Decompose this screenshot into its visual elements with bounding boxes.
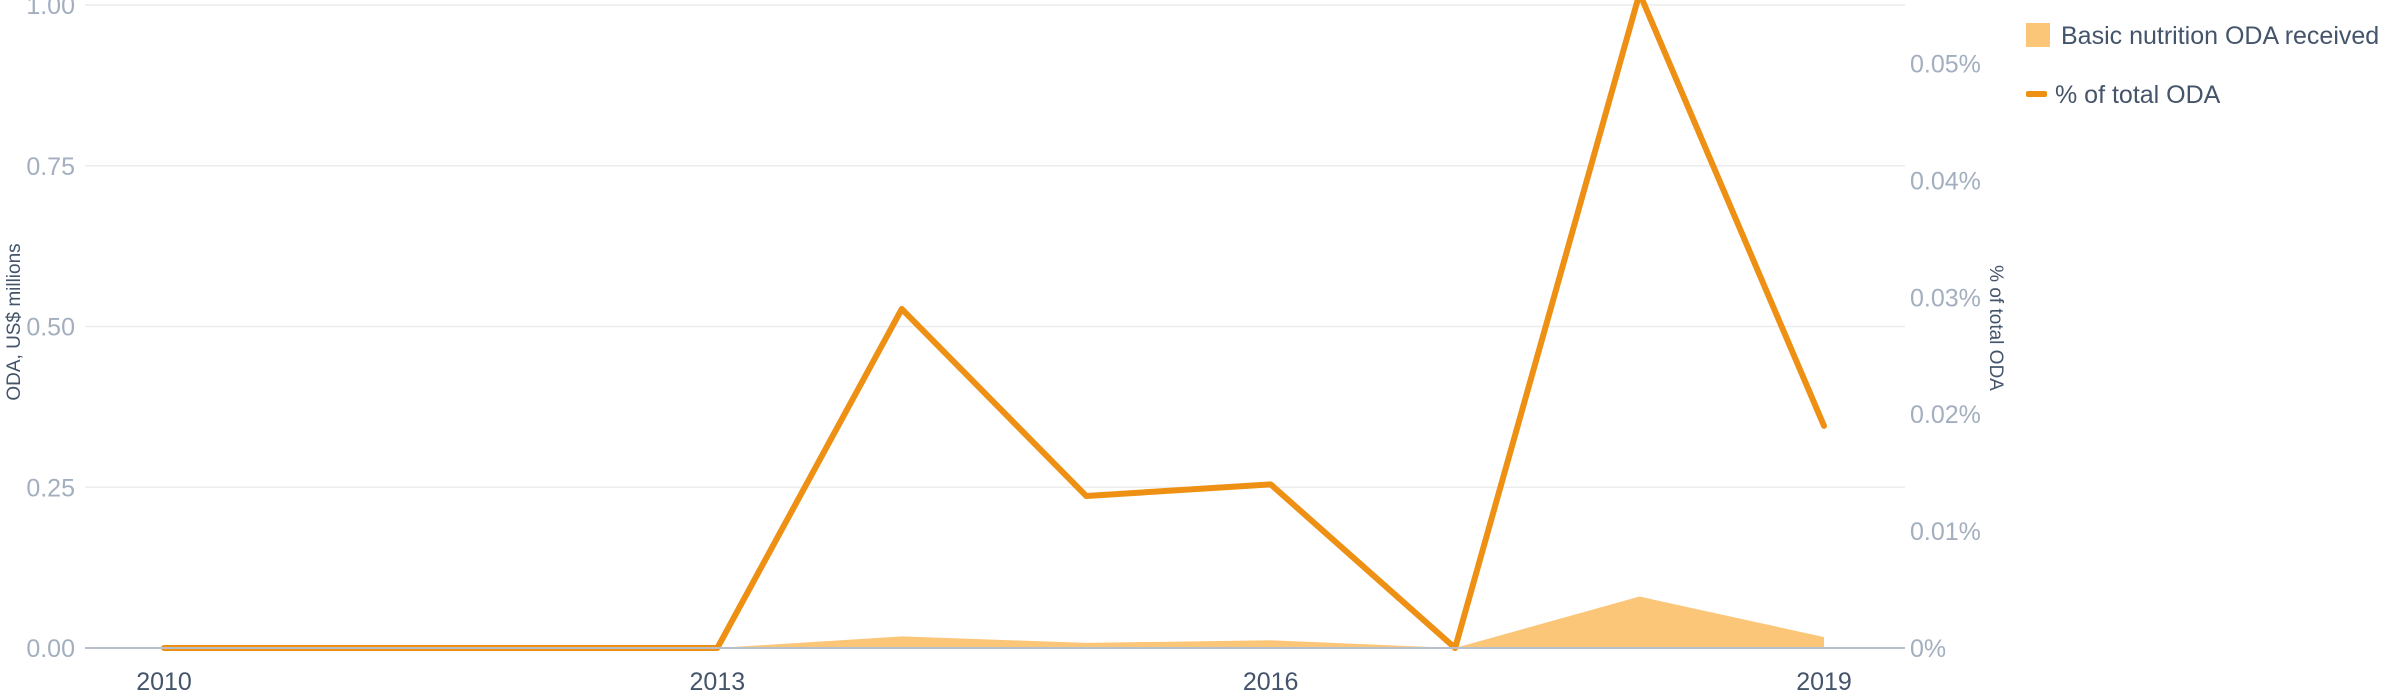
legend: Basic nutrition ODA received % of total … — [2026, 22, 2379, 109]
y-right-tick-label: 0% — [1910, 635, 1946, 663]
y-right-tick-label: 0.03% — [1910, 284, 1981, 312]
x-tick-label: 2019 — [1796, 668, 1852, 696]
legend-area-swatch[interactable] — [2026, 23, 2050, 47]
area-basic-nutrition-oda[interactable] — [164, 596, 1824, 648]
y-left-tick-label: 0.50 — [26, 314, 75, 342]
line-percent-total-oda[interactable] — [161, 0, 1827, 651]
y-left-tick-label: 0.25 — [26, 474, 75, 502]
y-right-tick-label: 0.05% — [1910, 50, 1981, 78]
x-tick-label: 2016 — [1243, 668, 1299, 696]
gridlines — [85, 4, 1905, 488]
y-left-tick-label: 0.00 — [26, 635, 75, 663]
y-left-axis-title: ODA, US$ millions — [4, 243, 25, 400]
y-left-ticks: 0.00 0.25 0.50 0.75 1.00 — [26, 0, 75, 663]
y-right-tick-label: 0.04% — [1910, 167, 1981, 195]
y-right-tick-label: 0.02% — [1910, 401, 1981, 429]
y-right-tick-label: 0.01% — [1910, 518, 1981, 546]
legend-line-swatch[interactable] — [2026, 91, 2047, 97]
line-series — [161, 0, 1827, 651]
area-series — [164, 596, 1824, 648]
y-left-tick-label: 0.75 — [26, 153, 75, 181]
y-right-axis-title: % of total ODA — [1985, 265, 2006, 391]
x-tick-label: 2010 — [136, 668, 192, 696]
legend-line-label[interactable]: % of total ODA — [2055, 81, 2221, 109]
x-tick-label: 2013 — [690, 668, 746, 696]
x-ticks: 2010 2013 2016 2019 — [136, 668, 1852, 696]
y-right-ticks: 0% 0.01% 0.02% 0.03% 0.04% 0.05% — [1910, 50, 1981, 663]
y-left-tick-label: 1.00 — [26, 0, 75, 20]
legend-area-label[interactable]: Basic nutrition ODA received — [2061, 22, 2379, 50]
